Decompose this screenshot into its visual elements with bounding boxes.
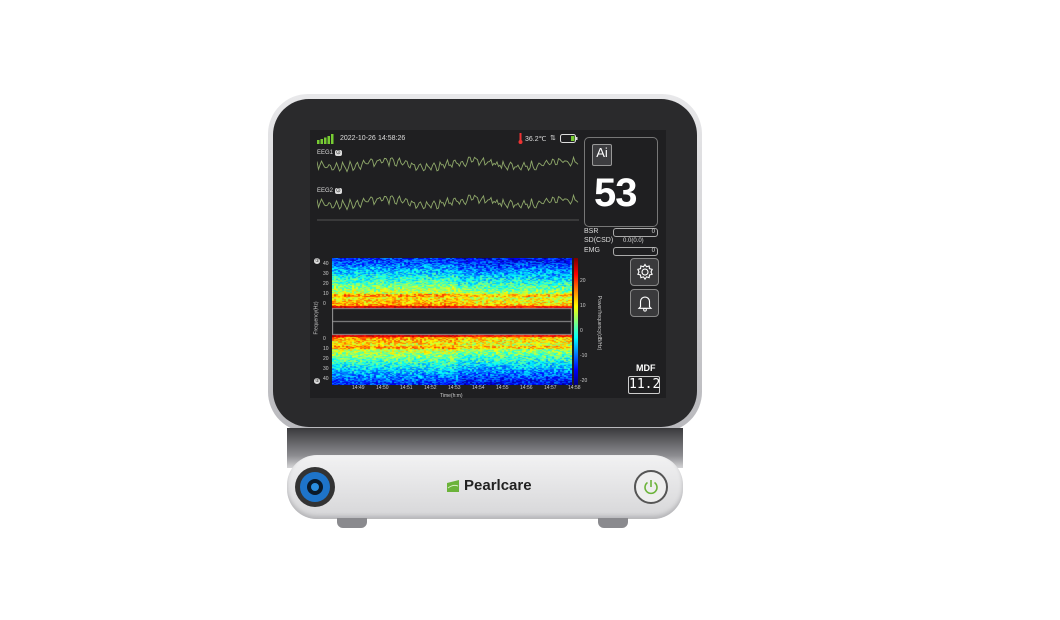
- connector-pin: [311, 483, 319, 491]
- index-value: 53: [594, 171, 637, 215]
- emg-value: 0: [613, 247, 658, 256]
- y-tick: 30: [323, 271, 329, 277]
- colorbar-tick: -10: [580, 353, 588, 359]
- eeg1-label: EEG1 ⊙: [317, 150, 342, 156]
- status-date: 2022-10-26: [340, 135, 376, 142]
- transfer-icon: ⇅: [550, 135, 556, 142]
- index-panel: Ai 53: [584, 137, 658, 227]
- mdf-label: MDF: [636, 363, 656, 373]
- x-tick: 14:50: [376, 385, 389, 391]
- param-label: BSR: [584, 228, 599, 235]
- channel-2-marker: ②: [314, 378, 321, 384]
- brand-leaf-icon: [447, 479, 459, 492]
- y-tick: 20: [323, 356, 329, 362]
- y-tick: 0: [323, 301, 326, 307]
- brand-logo: Pearlcare: [446, 477, 532, 494]
- y-tick: 40: [323, 376, 329, 382]
- x-tick: 14:51: [400, 385, 413, 391]
- x-tick: 14:55: [496, 385, 509, 391]
- sdcsd-value: 0.0(0.0): [623, 238, 644, 244]
- battery-icon: [560, 134, 578, 143]
- settings-button[interactable]: [630, 258, 659, 286]
- colorbar-tick: -20: [580, 378, 588, 384]
- signal-icon: [317, 134, 334, 144]
- eeg-waveforms: [317, 155, 579, 221]
- param-label: EMG: [584, 247, 600, 254]
- power-icon: [644, 480, 658, 495]
- x-tick: 14:58: [568, 385, 581, 391]
- temperature: 36.2℃: [525, 136, 547, 143]
- colorbar-tick: 10: [580, 303, 586, 309]
- colorbar: [574, 258, 578, 385]
- display-screen: 2022-10-26 14:58:26 36.2℃ ⇅ EEG1 ⊙ EEG2 …: [310, 130, 666, 399]
- ai-badge: Ai: [592, 144, 612, 166]
- foot-left: [337, 518, 367, 528]
- mdf-value: 11.2: [628, 376, 661, 394]
- x-tick: 14:56: [520, 385, 533, 391]
- y-tick: 0: [323, 336, 326, 342]
- y-tick: 10: [323, 291, 329, 297]
- alarm-button[interactable]: [630, 289, 659, 317]
- foot-right: [598, 518, 628, 528]
- param-label: SD(CSD): [584, 237, 614, 244]
- y-tick: 10: [323, 346, 329, 352]
- bell-icon: [637, 296, 652, 312]
- x-tick: 14:57: [544, 385, 557, 391]
- monitor-base: [287, 455, 683, 519]
- status-time: 14:58:26: [378, 135, 406, 142]
- colorbar-tick: 0: [580, 328, 583, 334]
- y-tick: 40: [323, 261, 329, 267]
- brand-name: Pearlcare: [464, 477, 532, 494]
- spectrogram: [332, 258, 572, 385]
- x-tick: 14:52: [424, 385, 437, 391]
- colorbar-tick: 20: [580, 278, 586, 284]
- y-axis-label: Frequency(Hz): [313, 301, 320, 335]
- colorbar-label: Power/frequency(dB/Hz): [596, 295, 603, 351]
- x-tick: 14:53: [448, 385, 461, 391]
- gear-icon: [636, 263, 653, 281]
- eeg2-waveform: [317, 193, 579, 211]
- channel-1-marker: ①: [314, 258, 321, 264]
- bsr-value: 0: [613, 228, 658, 237]
- power-button[interactable]: [634, 470, 668, 504]
- y-tick: 20: [323, 281, 329, 287]
- x-tick: 14:54: [472, 385, 485, 391]
- eeg2-label: EEG2 ⊙: [317, 188, 342, 194]
- eeg1-waveform: [317, 155, 579, 173]
- thermometer-icon: [518, 133, 523, 144]
- x-tick: 14:49: [352, 385, 365, 391]
- x-axis-label: Time(h:m): [440, 393, 463, 399]
- y-tick: 30: [323, 366, 329, 372]
